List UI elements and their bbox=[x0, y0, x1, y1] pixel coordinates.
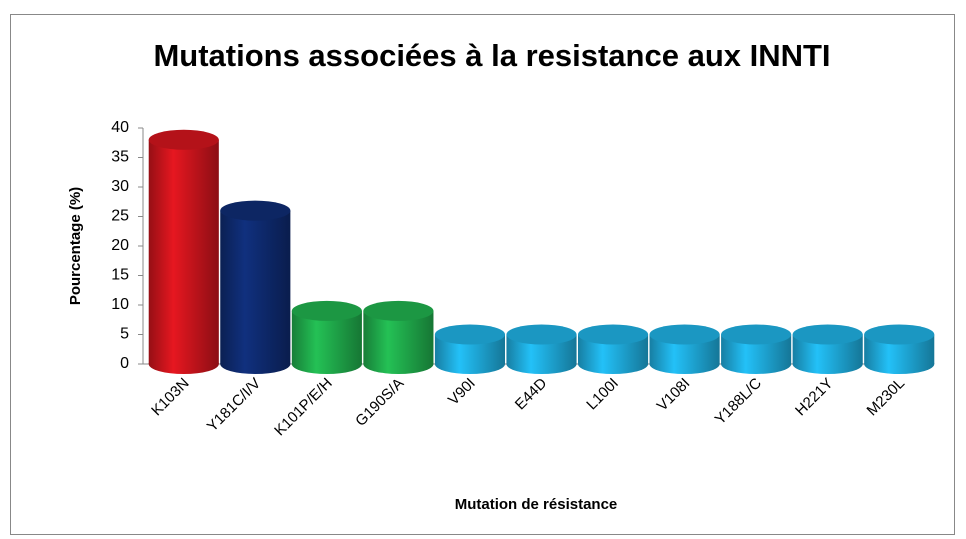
y-tick-label: 0 bbox=[120, 355, 129, 372]
bar bbox=[291, 300, 362, 374]
bar-top bbox=[792, 324, 863, 345]
y-tick-label: 25 bbox=[111, 208, 129, 225]
bar-top bbox=[577, 324, 649, 345]
bar bbox=[864, 324, 935, 374]
bar-top bbox=[721, 324, 792, 345]
bar bbox=[721, 324, 792, 374]
bar-body bbox=[148, 139, 219, 364]
bar bbox=[363, 300, 434, 374]
y-tick-label: 10 bbox=[111, 296, 129, 313]
bar bbox=[649, 324, 720, 374]
y-tick-label: 30 bbox=[111, 178, 129, 195]
bar bbox=[577, 324, 649, 374]
bar-top bbox=[649, 324, 720, 345]
bar-top bbox=[291, 300, 362, 321]
bar-top bbox=[363, 300, 434, 321]
bar bbox=[148, 129, 219, 374]
bar-top bbox=[506, 324, 577, 345]
y-axis-label: Pourcentage (%) bbox=[67, 187, 84, 305]
bar-top bbox=[864, 324, 935, 345]
bar bbox=[434, 324, 506, 374]
bar bbox=[792, 324, 863, 374]
x-axis-label: Mutation de résistance bbox=[455, 496, 618, 513]
y-tick-label: 40 bbox=[111, 119, 129, 136]
chart-title: Mutations associées à la resistance aux … bbox=[153, 38, 830, 73]
bar-top bbox=[434, 324, 506, 345]
bar-body bbox=[220, 210, 291, 364]
y-tick-label: 5 bbox=[120, 326, 129, 343]
bar bbox=[220, 200, 291, 374]
bar-top bbox=[220, 200, 291, 221]
y-tick-label: 15 bbox=[111, 267, 129, 284]
y-tick-label: 35 bbox=[111, 149, 129, 166]
y-tick-label: 20 bbox=[111, 237, 129, 254]
bar bbox=[506, 324, 577, 374]
bar-top bbox=[148, 129, 219, 150]
